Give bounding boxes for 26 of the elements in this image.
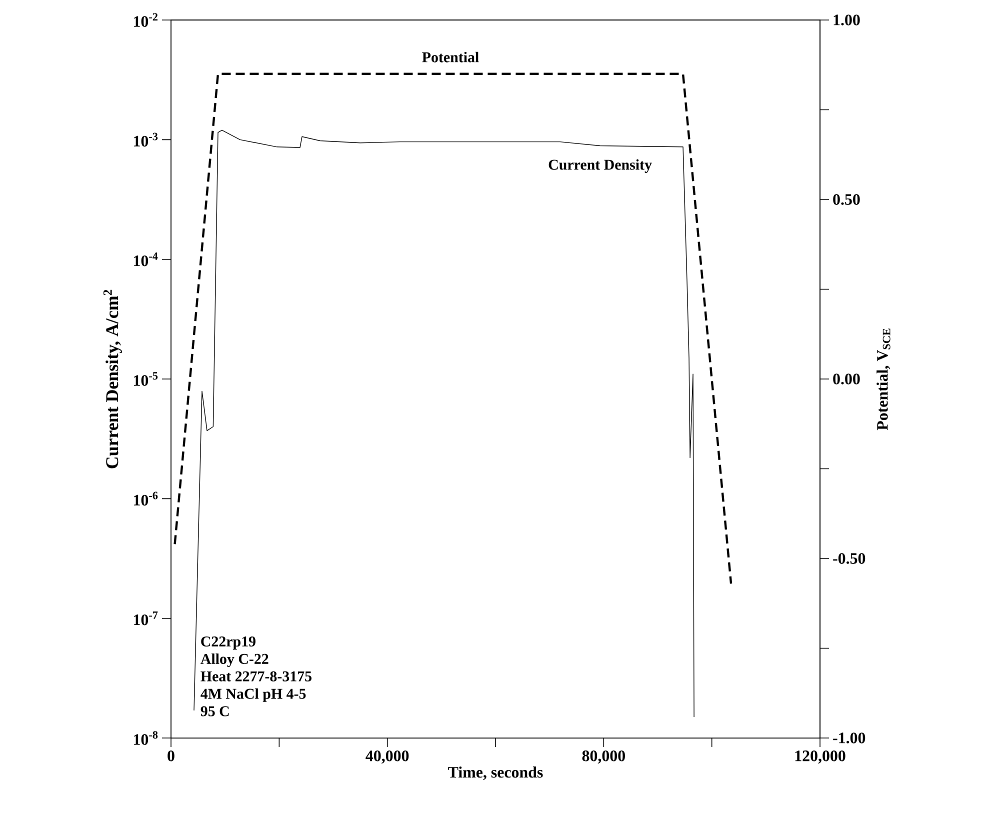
y2-tick-label: 0.00 [833,374,860,384]
series-label: Potential [422,52,479,62]
annotation: 4M NaCl pH 4-5 [200,688,306,702]
y-tick-label: 10$^{-2}$ [134,13,158,27]
annotation: 95 C [200,706,229,716]
y-axis-title: Current Density, A/cm$^{2}$ [103,290,122,468]
y-tick-label: 10$^{-4}$ [134,252,158,266]
annotation: Heat 2277-8-3175 [200,671,312,682]
x-tick-label: 0 [168,750,174,762]
y2-tick-label: -1.00 [833,732,866,744]
annotation: C22rp19 [201,636,256,650]
y2-tick-label: 1.00 [834,14,860,26]
y-tick-label: 10$^{-3}$ [134,132,158,147]
y2-tick-label: 0.50 [833,194,860,205]
y-tick-label: 10$^{-8}$ [134,731,158,745]
x-axis-title: Time, seconds [448,766,543,780]
y-tick-label: 10$^{-6}$ [134,492,158,506]
series-label: Current Density [548,159,652,173]
annotation: Alloy C-22 [200,653,268,668]
y2-axis-title: Potential, V$_{SCE}$ [876,328,890,430]
x-tick-label: 120,000 [795,750,846,764]
y-tick-label: 10$^{-5}$ [134,372,158,386]
y-tick-label: 10$^{-7}$ [134,611,158,626]
x-tick-label: 80,000 [582,750,625,764]
x-tick-label: 40,000 [366,750,409,764]
y2-tick-label: -0.50 [833,553,866,564]
